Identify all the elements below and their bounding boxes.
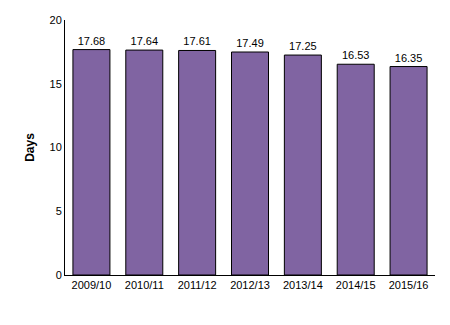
svg-text:16.35: 16.35 [395, 52, 423, 64]
svg-text:Days: Days [23, 133, 37, 162]
svg-text:2009/10: 2009/10 [72, 279, 112, 291]
svg-text:17.49: 17.49 [236, 37, 264, 49]
svg-text:17.61: 17.61 [183, 35, 211, 47]
svg-text:17.25: 17.25 [289, 40, 317, 52]
svg-text:2011/12: 2011/12 [178, 279, 217, 291]
svg-text:16.53: 16.53 [342, 49, 370, 61]
svg-text:2015/16: 2015/16 [389, 279, 429, 291]
svg-text:17.68: 17.68 [78, 35, 106, 47]
svg-text:10: 10 [50, 141, 62, 153]
svg-text:2013/14: 2013/14 [283, 279, 323, 291]
svg-text:17.64: 17.64 [131, 35, 159, 47]
svg-text:0: 0 [56, 269, 62, 281]
svg-text:20: 20 [50, 14, 62, 26]
svg-text:5: 5 [56, 205, 62, 217]
svg-text:15: 15 [50, 78, 62, 90]
svg-text:2014/15: 2014/15 [336, 279, 376, 291]
svg-text:2012/13: 2012/13 [230, 279, 270, 291]
svg-text:2010/11: 2010/11 [125, 279, 164, 291]
